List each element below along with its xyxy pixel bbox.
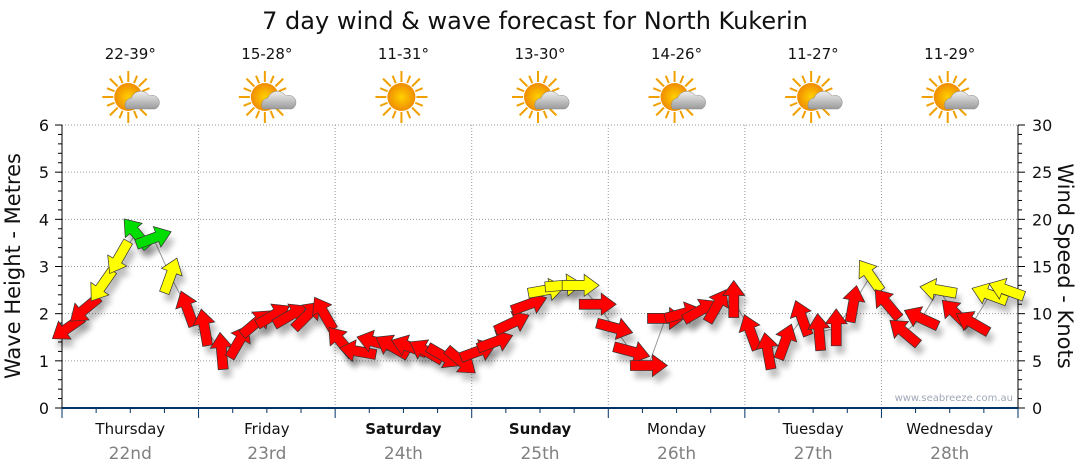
temp-range: 15-28° [241,45,292,63]
left-tick-label: 6 [39,116,49,135]
right-tick-label: 10 [1032,305,1052,324]
wind-arrow [612,341,651,364]
day-label: Sunday [509,420,572,438]
temp-range: 11-31° [378,45,429,63]
right-tick-label: 0 [1032,399,1042,418]
wind-arrow [561,273,600,298]
day-label: Friday [244,420,290,438]
wind-arrow [90,267,118,302]
wind-arrow [919,277,958,301]
wind-arrow [702,289,729,325]
date-label: 25th [520,444,559,464]
wind-arrow [722,279,746,318]
sun-cloud-icon [102,71,160,123]
wind-arrow-shadow [138,234,176,258]
wind-arrow [595,317,634,341]
left-tick-label: 2 [39,305,49,324]
date-label: 22nd [109,444,152,464]
wind-arrow [209,331,233,371]
sun-icon [375,71,428,123]
right-tick-label: 5 [1032,352,1042,371]
right-tick-label: 30 [1032,116,1052,135]
date-label: 23rd [247,444,286,464]
wind-arrow [107,238,134,275]
day-label: Thursday [94,420,165,438]
wind-arrow [578,292,617,316]
sun-cloud-icon [238,71,297,123]
left-axis-label: Wave Height - Metres [1,153,25,379]
wind-arrow [807,313,831,352]
watermark: www.seabreeze.com.au [895,393,1013,404]
sun-cloud-icon [648,71,706,123]
temp-range: 14-26° [651,45,702,63]
day-label: Monday [647,420,706,438]
temp-range: 11-29° [924,45,975,63]
wind-arrow [889,319,922,349]
wind-arrow [492,310,530,336]
wind-arrow-shadow [480,338,517,361]
right-tick-label: 25 [1032,163,1052,182]
wind-arrow [159,257,183,296]
wind-arrow [903,306,941,331]
right-tick-label: 20 [1032,210,1052,229]
wind-arrow [312,296,338,333]
left-tick-label: 3 [39,258,49,277]
wind-arrow [842,284,866,324]
date-label: 27th [794,444,833,464]
temp-range: 13-30° [514,45,565,63]
sun-cloud-icon [512,71,570,123]
wind-arrow [134,225,172,250]
day-label: Tuesday [782,420,844,438]
wind-arrow [630,353,669,378]
day-label: Wednesday [906,420,993,438]
wind-arrow [192,308,216,347]
date-label: 24th [384,444,423,464]
wind-arrow [824,308,848,347]
wind-arrow [988,277,1027,302]
chart-title: 7 day wind & wave forecast for North Kuk… [262,7,808,35]
wind-arrow [338,339,378,363]
wind-arrow [755,332,779,371]
wind-arrow [475,329,514,354]
wind-arrow [874,289,904,322]
left-tick-label: 4 [39,210,49,229]
left-tick-label: 1 [39,352,49,371]
date-label: 28th [930,444,969,464]
sun-cloud-icon [785,71,843,123]
wind-arrow [955,311,992,337]
left-tick-label: 0 [39,399,49,418]
sun-cloud-icon [921,71,980,123]
wind-arrow [789,299,814,338]
right-tick-label: 15 [1032,258,1052,277]
temp-range: 11-27° [788,45,839,63]
wind-arrow [773,323,798,362]
left-tick-label: 5 [39,163,49,182]
day-label: Saturday [365,420,442,438]
right-axis-label: Wind Speed - Knots [1053,163,1077,368]
wind-arrow [858,259,886,295]
temp-range: 22-39° [105,45,156,63]
date-label: 26th [657,444,696,464]
